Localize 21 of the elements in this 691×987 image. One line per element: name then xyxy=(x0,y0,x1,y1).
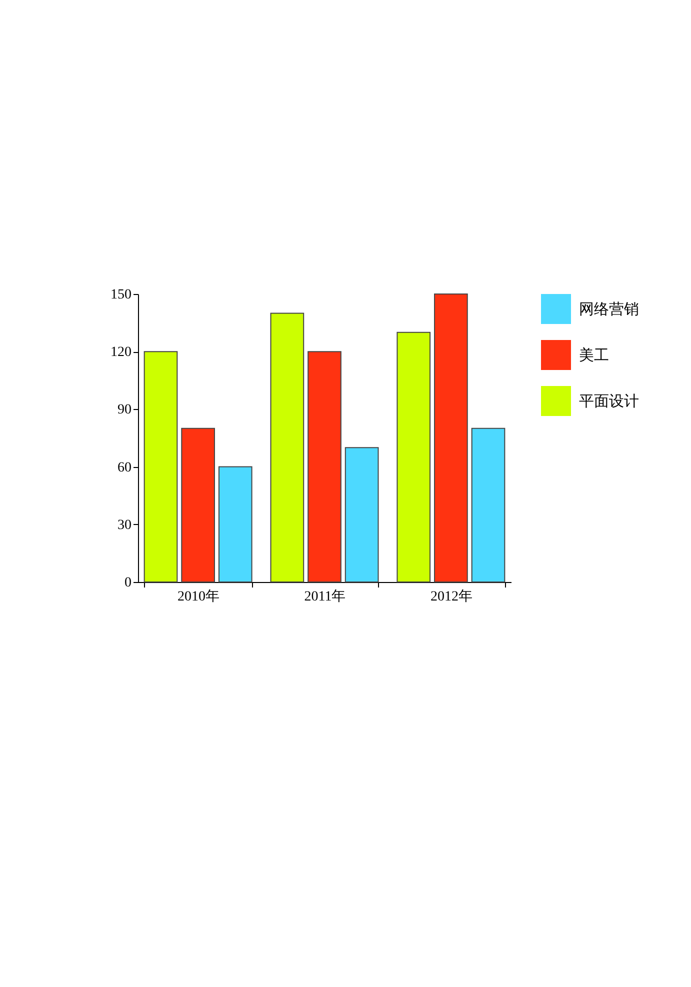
bar xyxy=(181,428,215,582)
legend-label: 网络营销 xyxy=(579,301,639,318)
y-tick-label: 0 xyxy=(124,576,132,590)
x-tick-label: 2012年 xyxy=(430,588,472,604)
y-tick-label: 120 xyxy=(110,345,132,360)
bar xyxy=(144,351,178,582)
y-tick-label: 30 xyxy=(118,518,132,533)
legend-label: 平面设计 xyxy=(579,393,639,410)
bar xyxy=(270,312,304,582)
y-tick-label: 150 xyxy=(110,288,132,302)
x-tick-label: 2010年 xyxy=(178,588,220,604)
bar xyxy=(344,447,379,582)
bar xyxy=(396,332,431,582)
y-tick-label: 90 xyxy=(118,402,132,418)
bar xyxy=(308,351,342,582)
bar xyxy=(434,294,468,582)
x-tick-label: 2011年 xyxy=(304,588,346,604)
legend-label: 美工 xyxy=(579,347,609,364)
bar xyxy=(218,466,252,582)
bar xyxy=(471,428,506,582)
y-tick-label: 60 xyxy=(118,460,132,476)
